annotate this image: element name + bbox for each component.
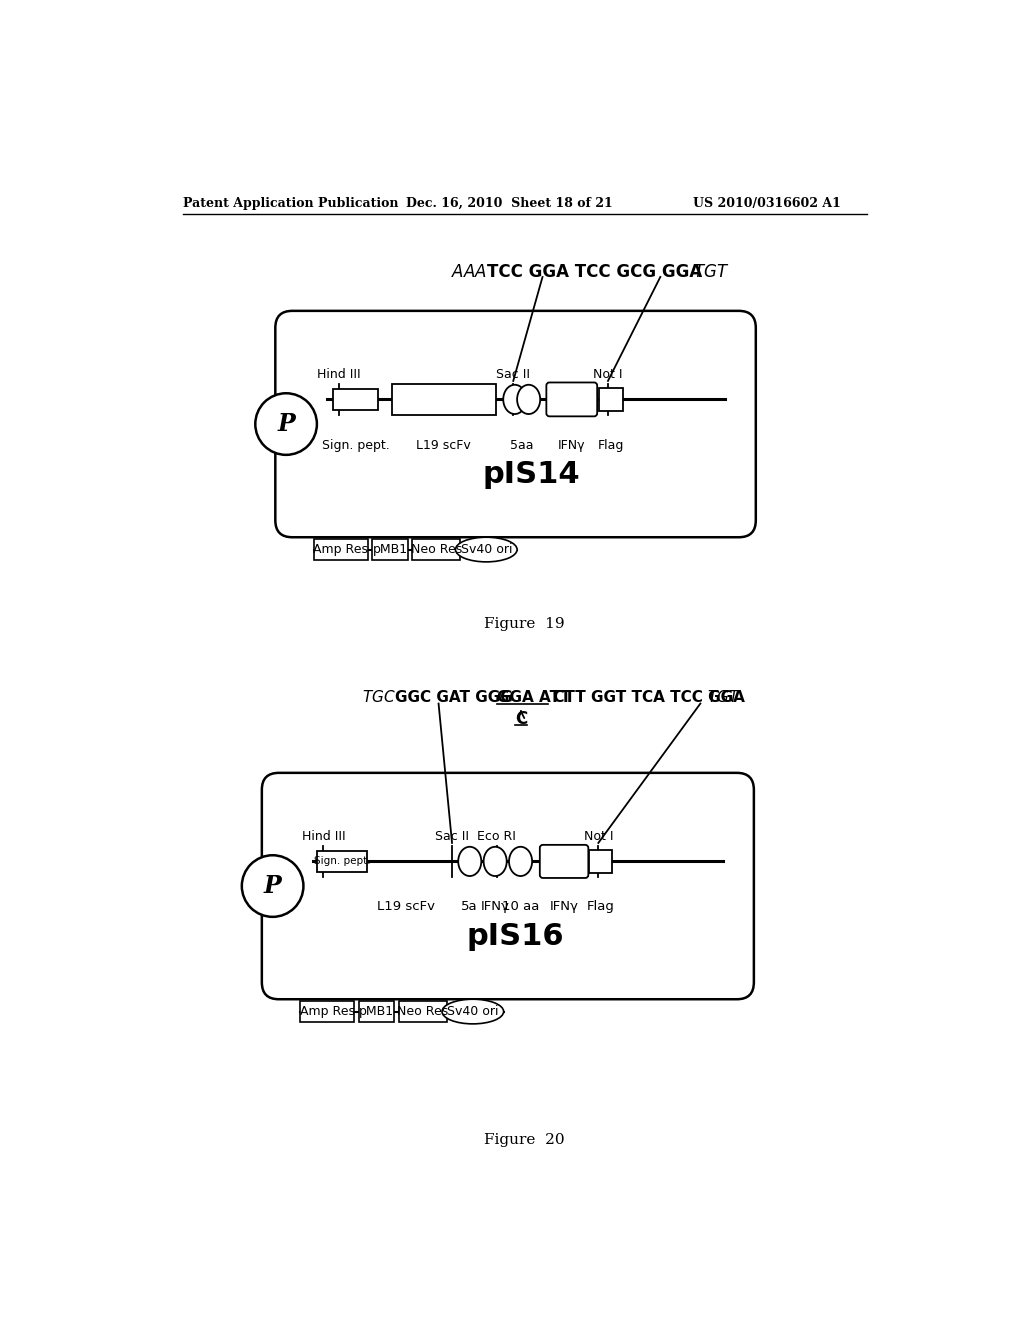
Text: IFNγ: IFNγ [558, 440, 586, 453]
Circle shape [242, 855, 303, 917]
Text: $\mathit{AAA}$: $\mathit{AAA}$ [452, 264, 487, 281]
Text: Figure  19: Figure 19 [484, 618, 565, 631]
Text: GGA ATT: GGA ATT [497, 690, 571, 705]
Text: pIS16: pIS16 [467, 921, 564, 950]
Text: P: P [264, 874, 282, 898]
FancyBboxPatch shape [540, 845, 589, 878]
Text: Hind III: Hind III [317, 368, 361, 381]
Ellipse shape [517, 385, 541, 414]
Text: Sign. pept.: Sign. pept. [322, 440, 389, 453]
FancyBboxPatch shape [333, 388, 378, 411]
FancyBboxPatch shape [599, 388, 624, 411]
Text: 5a: 5a [462, 900, 478, 913]
Text: Sv40 ori: Sv40 ori [447, 1005, 499, 1018]
Text: Flag: Flag [587, 900, 614, 913]
Ellipse shape [456, 537, 517, 562]
Text: C: C [515, 710, 527, 727]
Text: L19 scFv: L19 scFv [416, 440, 471, 453]
Text: Not I: Not I [593, 368, 623, 381]
Text: pMB1: pMB1 [359, 1005, 394, 1018]
Circle shape [255, 393, 316, 455]
Text: Sv40 ori: Sv40 ori [461, 543, 512, 556]
Ellipse shape [442, 999, 504, 1024]
Text: Patent Application Publication: Patent Application Publication [183, 197, 398, 210]
FancyBboxPatch shape [317, 850, 368, 873]
Text: IFNγ: IFNγ [480, 900, 510, 913]
Text: IFNγ: IFNγ [550, 900, 579, 913]
Text: Figure  20: Figure 20 [484, 1133, 565, 1147]
FancyBboxPatch shape [275, 312, 756, 537]
FancyBboxPatch shape [313, 539, 368, 560]
Text: Sign. pept.: Sign. pept. [314, 857, 371, 866]
Text: $\mathit{TGT}$: $\mathit{TGT}$ [692, 264, 729, 281]
Text: P: P [278, 412, 295, 436]
FancyBboxPatch shape [413, 539, 460, 560]
FancyBboxPatch shape [547, 383, 597, 416]
Text: Amp Res: Amp Res [313, 543, 369, 556]
Ellipse shape [509, 847, 532, 876]
Text: pMB1: pMB1 [373, 543, 408, 556]
Text: $\mathit{TGC}$: $\mathit{TGC}$ [361, 689, 395, 705]
Text: pIS14: pIS14 [482, 459, 580, 488]
Text: Eco RI: Eco RI [477, 830, 516, 843]
FancyBboxPatch shape [399, 1001, 446, 1022]
Text: US 2010/0316602 A1: US 2010/0316602 A1 [692, 197, 841, 210]
Text: 5aa: 5aa [510, 440, 534, 453]
Text: TCC GGA TCC GCG GGA: TCC GGA TCC GCG GGA [487, 264, 708, 281]
Text: Dec. 16, 2010  Sheet 18 of 21: Dec. 16, 2010 Sheet 18 of 21 [407, 197, 613, 210]
FancyBboxPatch shape [300, 1001, 354, 1022]
Text: L19 scFv: L19 scFv [377, 900, 435, 913]
Text: Sac II: Sac II [497, 368, 530, 381]
Text: Amp Res: Amp Res [300, 1005, 354, 1018]
FancyBboxPatch shape [373, 539, 408, 560]
Text: $\mathit{TGT}$: $\mathit{TGT}$ [707, 689, 740, 705]
FancyBboxPatch shape [262, 774, 754, 999]
Text: 10 aa: 10 aa [502, 900, 540, 913]
Text: Neo Res: Neo Res [397, 1005, 449, 1018]
Text: Neo Res: Neo Res [411, 543, 462, 556]
Text: Sac II: Sac II [435, 830, 469, 843]
Text: Not I: Not I [584, 830, 613, 843]
Text: Flag: Flag [598, 440, 625, 453]
Ellipse shape [483, 847, 507, 876]
FancyBboxPatch shape [358, 1001, 394, 1022]
FancyBboxPatch shape [589, 850, 612, 873]
Text: Hind III: Hind III [302, 830, 345, 843]
FancyBboxPatch shape [391, 384, 496, 414]
Text: CTT GGT TCA TCC GGA: CTT GGT TCA TCC GGA [548, 690, 750, 705]
Ellipse shape [458, 847, 481, 876]
Text: GGC GAT GGG: GGC GAT GGG [395, 690, 518, 705]
Ellipse shape [503, 385, 526, 414]
